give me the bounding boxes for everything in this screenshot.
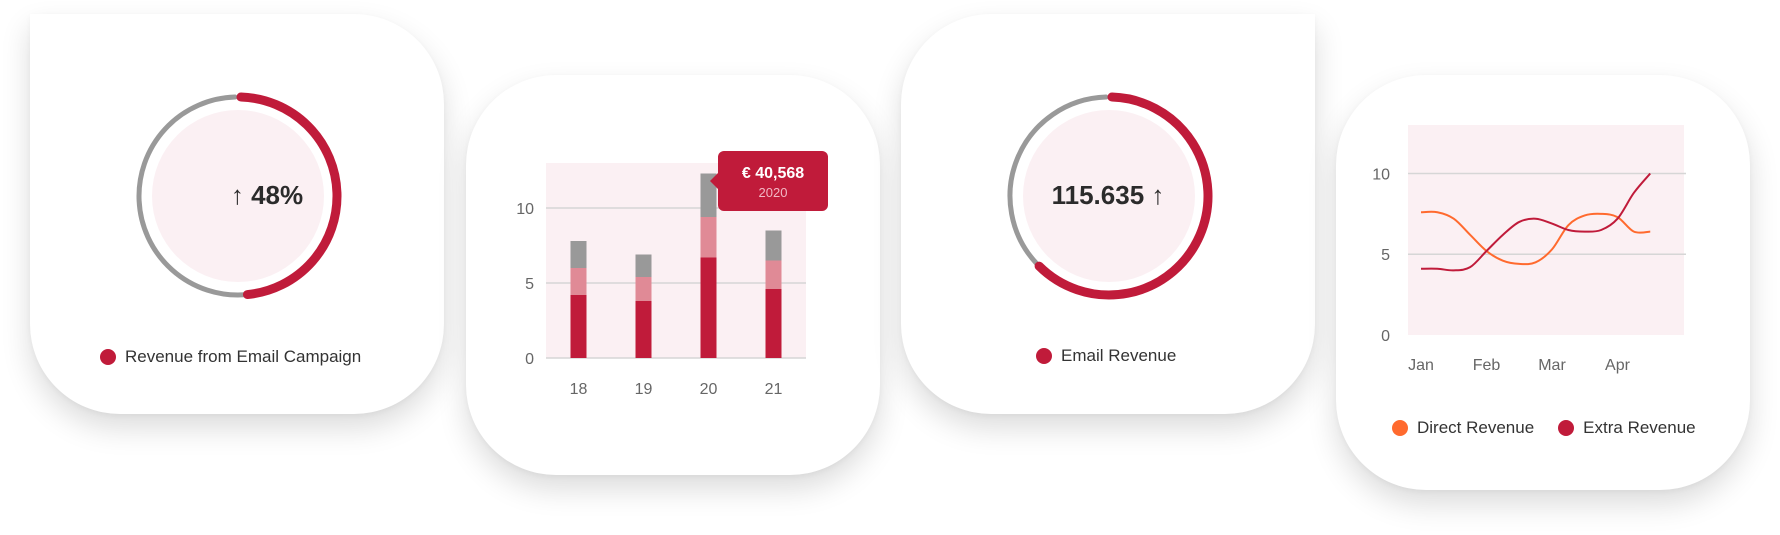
series-line-extra-revenue — [1420, 172, 1652, 272]
bar-segment — [765, 289, 782, 358]
legend-dot — [1392, 420, 1408, 436]
bar-segment — [570, 268, 587, 295]
revenue-line-chart: 0 5 10 Jan Feb Mar Apr — [1372, 125, 1686, 374]
legend-dot — [1558, 420, 1575, 436]
ring-progress-arc — [236, 92, 342, 300]
stacked-bar-card: 0 5 10 18 19 20 21 € 40,568 2020 — [466, 75, 880, 475]
x-tick-label: Apr — [1605, 357, 1631, 374]
bar-segment — [570, 295, 587, 358]
y-tick-label: 0 — [1381, 328, 1390, 345]
ring-progress-arc — [1034, 92, 1213, 300]
plot-area — [1408, 125, 1684, 335]
bar-segment — [635, 277, 652, 301]
bar-segment — [700, 217, 717, 258]
ring-remaining-arc — [1007, 94, 1109, 267]
series-line-direct-revenue — [1420, 210, 1651, 266]
y-tick-label: 5 — [1381, 247, 1390, 264]
x-tick-label: 21 — [765, 381, 783, 398]
bar-segment — [635, 301, 652, 358]
ring-inner-fill — [1023, 110, 1195, 282]
legend-item-extra-revenue: Extra Revenue — [1558, 418, 1696, 438]
ring-remaining-arc — [136, 94, 247, 298]
chart-legend: Revenue from Email Campaign — [100, 347, 361, 367]
x-tick-label: Feb — [1473, 357, 1501, 374]
legend-label: Revenue from Email Campaign — [125, 347, 362, 366]
legend-label: Extra Revenue — [1583, 418, 1696, 437]
x-tick-label: Jan — [1408, 357, 1434, 374]
x-tick-label: 19 — [635, 381, 653, 398]
tooltip-value: € 40,568 — [741, 165, 805, 182]
email-revenue-ring — [1007, 92, 1213, 300]
legend-dot — [1036, 348, 1052, 364]
email-revenue-card: 115.635 ↑ Email Revenue — [901, 14, 1315, 414]
line-chart-card: 0 5 10 Jan Feb Mar Apr Direct Revenue Extra Re… — [1336, 75, 1750, 490]
bar-segment — [765, 260, 782, 289]
legend-dot — [100, 349, 116, 365]
chart-legend: Email Revenue — [1036, 346, 1176, 366]
bar-segment — [635, 254, 652, 277]
tooltip-year: 2020 — [758, 185, 788, 200]
y-tick-label: 5 — [525, 276, 534, 293]
bar-tooltip: € 40,568 2020 — [710, 151, 828, 211]
bar-segment — [765, 230, 782, 261]
chart-legend: Direct Revenue Extra Revenue — [1392, 418, 1696, 438]
legend-item-direct-revenue: Direct Revenue — [1392, 418, 1534, 438]
ring-inner-fill — [152, 110, 324, 282]
y-tick-label: 0 — [525, 351, 534, 368]
y-tick-label: 10 — [516, 201, 534, 218]
email-revenue-value: 115.635 ↑ — [1051, 180, 1165, 210]
x-tick-label: 20 — [700, 381, 718, 398]
x-tick-label: 18 — [570, 381, 588, 398]
legend-label: Email Revenue — [1061, 346, 1177, 365]
email-campaign-ring — [136, 92, 342, 300]
bar-segment — [700, 257, 717, 358]
stacked-bar-chart: 0 5 10 18 19 20 21 — [516, 163, 806, 398]
bar-segment — [570, 241, 587, 268]
x-tick-label: Mar — [1538, 357, 1566, 374]
legend-label: Direct Revenue — [1417, 418, 1535, 437]
campaign-percent-value: ↑ 48% — [230, 180, 304, 210]
email-campaign-card: ↑ 48% Revenue from Email Campaign — [30, 14, 444, 414]
y-tick-label: 10 — [1372, 166, 1390, 183]
